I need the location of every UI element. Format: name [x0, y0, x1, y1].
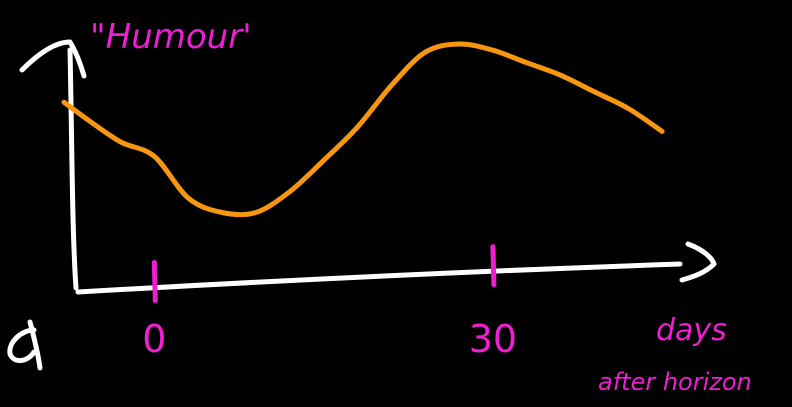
left-edge-glyph — [7, 319, 43, 371]
x-axis-arrowhead — [679, 241, 717, 283]
x-tick-label-0: 0 — [142, 317, 166, 361]
x-tick-mark-0 — [151, 260, 158, 303]
x-ticks: 0 30 — [142, 244, 517, 361]
x-tick-label-1: 30 — [469, 317, 517, 361]
x-axis-label-line2: after horizon — [598, 368, 752, 396]
x-axis-line — [75, 261, 683, 295]
y-axis-label: "Humour' — [90, 17, 252, 57]
x-tick-mark-1 — [490, 244, 497, 288]
x-axis-label: days — [656, 313, 727, 348]
y-axis-arrowhead — [19, 39, 87, 79]
series-line-0 — [61, 41, 665, 218]
y-axis-line — [67, 47, 79, 291]
